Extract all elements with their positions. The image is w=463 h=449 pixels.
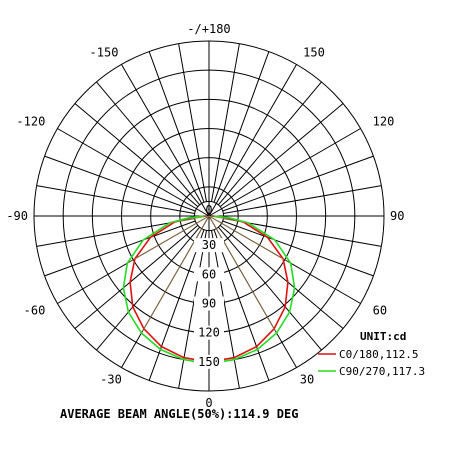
beam-ray — [127, 215, 210, 264]
grid-spoke — [219, 224, 344, 329]
beam-ray — [141, 215, 210, 334]
radial-tick-label: 60 — [202, 267, 216, 281]
angle-tick-label: -/+180 — [187, 22, 230, 36]
angle-tick-label: -120 — [16, 115, 45, 129]
grid-spoke — [148, 51, 205, 203]
grid-spoke — [74, 103, 199, 208]
legend-entry: C0/180,112.5 — [339, 348, 418, 361]
grid-spoke — [217, 226, 322, 351]
beam-ray — [208, 215, 291, 264]
chart-labels: -/+180 150 120 90 60 30 0 -30 -60 -90 -120 -150 0 30 6… — [6, 22, 404, 410]
beam-ray — [208, 215, 249, 224]
radial-label-bg — [194, 267, 224, 282]
grid-spoke — [44, 155, 196, 212]
angle-tick-label: 120 — [373, 115, 395, 129]
radial-tick-label: 90 — [202, 297, 216, 311]
radial-label-bg — [194, 296, 224, 311]
grid-spoke — [96, 81, 201, 206]
beam-angle-caption: AVERAGE BEAM ANGLE(50%):114.9 DEG — [60, 407, 298, 421]
radial-label-bg — [194, 354, 224, 369]
angle-tick-label: 90 — [390, 209, 404, 223]
grid-spoke — [96, 226, 201, 351]
grid-spoke — [211, 43, 240, 202]
angle-tick-label: 150 — [303, 45, 325, 59]
grid-spoke — [36, 185, 195, 214]
grid-spoke — [219, 103, 344, 208]
grid-spoke — [222, 220, 374, 277]
grid-spoke — [222, 155, 374, 212]
grid-spoke — [74, 224, 199, 329]
grid-spoke — [57, 128, 210, 217]
radial-tick-label: 30 — [202, 238, 216, 252]
radial-tick-label: 150 — [198, 355, 220, 369]
angle-tick-label: -90 — [6, 209, 28, 223]
grid-spoke — [148, 229, 205, 381]
angle-tick-label: 0 — [205, 396, 212, 410]
grid-spoke — [178, 43, 207, 202]
grid-spoke — [208, 64, 297, 217]
radial-tick-label: 0 — [205, 203, 212, 217]
radial-label-bg — [194, 238, 224, 253]
grid-spoke — [213, 229, 270, 381]
grid-spoke — [178, 230, 207, 389]
radial-tick-label: 120 — [198, 326, 220, 340]
angle-tick-label: -60 — [24, 304, 46, 318]
chart-legend: UNIT:cd C0/180,112.5 C90/270,117.3 — [318, 330, 425, 378]
unit-label: UNIT:cd — [360, 330, 406, 343]
grid-spoke — [208, 128, 361, 217]
grid-spoke — [211, 230, 240, 389]
grid-spoke — [44, 220, 196, 277]
radial-label-bg — [194, 325, 224, 340]
grid-spoke — [217, 81, 322, 206]
grid-spoke — [213, 51, 270, 203]
angle-tick-label: 30 — [300, 373, 314, 387]
grid-spoke — [121, 64, 210, 217]
angle-tick-label: -30 — [100, 373, 122, 387]
grid-spoke — [223, 185, 382, 214]
legend-entry: C90/270,117.3 — [339, 365, 425, 378]
angle-tick-label: -150 — [90, 45, 119, 59]
angle-tick-label: 60 — [373, 304, 387, 318]
beam-ray — [208, 215, 277, 334]
beam-ray — [169, 215, 210, 224]
